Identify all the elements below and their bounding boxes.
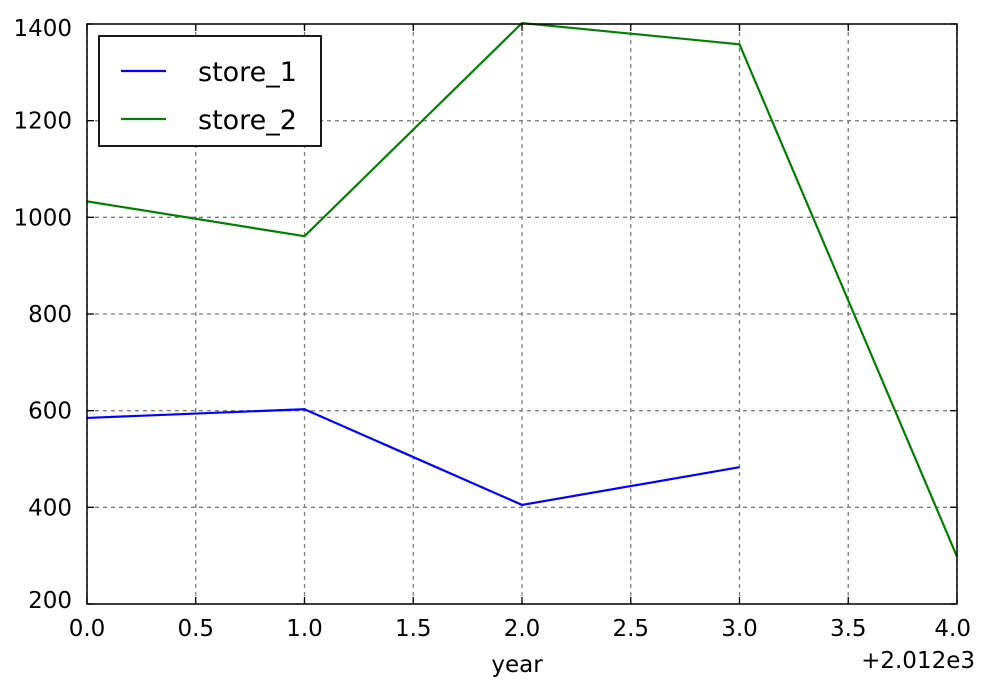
y-tick-label: 400	[28, 495, 72, 521]
x-axis-tick-labels: 0.0 0.5 1.0 1.5 2.0 2.5 3.0 3.5 4.0	[69, 616, 971, 642]
y-tick-label: 600	[28, 399, 72, 425]
x-tick-label: 0.5	[177, 616, 214, 642]
x-tick-label: 3.0	[721, 616, 758, 642]
legend: store_1 store_2	[98, 35, 322, 147]
x-tick-label: 0.0	[69, 616, 106, 642]
y-tick-label: 800	[28, 302, 72, 328]
x-tick-label: 4.0	[934, 616, 971, 642]
series-lines	[86, 21, 959, 558]
y-axis-tick-labels: 200 400 600 800 1000 1200 1400	[13, 16, 72, 614]
x-tick-label: 2.0	[504, 616, 541, 642]
series-line-store_2	[86, 21, 959, 558]
x-axis-label: year	[491, 652, 543, 678]
y-tick-label: 200	[28, 588, 72, 614]
legend-label-store_2: store_2	[198, 105, 297, 136]
x-tick-label: 1.5	[395, 616, 432, 642]
legend-label-store_1: store_1	[198, 57, 297, 88]
y-tick-label: 1400	[13, 16, 72, 42]
y-tick-label: 1200	[13, 109, 72, 135]
x-axis-offset-label: +2.012e3	[861, 648, 975, 674]
y-tick-label: 1000	[13, 205, 72, 231]
x-tick-label: 1.0	[286, 616, 323, 642]
series-line-store_1	[86, 408, 740, 507]
legend-box	[98, 35, 322, 147]
axis-ticks	[86, 23, 958, 605]
x-tick-label: 3.5	[830, 616, 867, 642]
x-tick-label: 2.5	[612, 616, 649, 642]
